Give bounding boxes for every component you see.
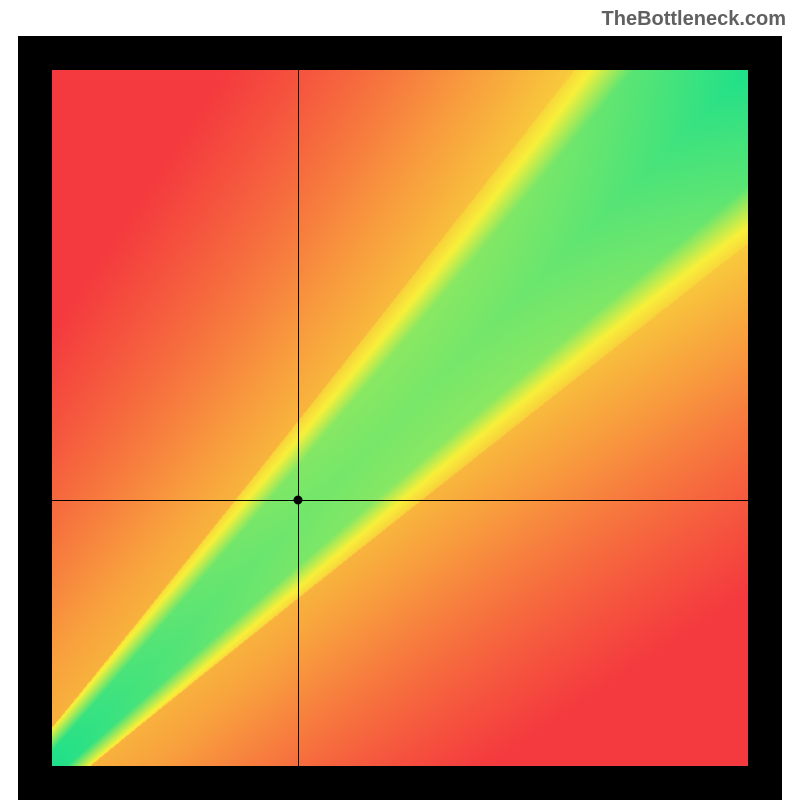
chart-frame <box>18 36 782 800</box>
crosshair-vertical <box>298 70 299 766</box>
watermark-text: TheBottleneck.com <box>602 8 786 31</box>
crosshair-horizontal <box>52 500 748 501</box>
heatmap-canvas <box>52 70 748 766</box>
root: TheBottleneck.com <box>0 0 800 800</box>
crosshair-point <box>293 496 302 505</box>
heatmap-area <box>52 70 748 766</box>
